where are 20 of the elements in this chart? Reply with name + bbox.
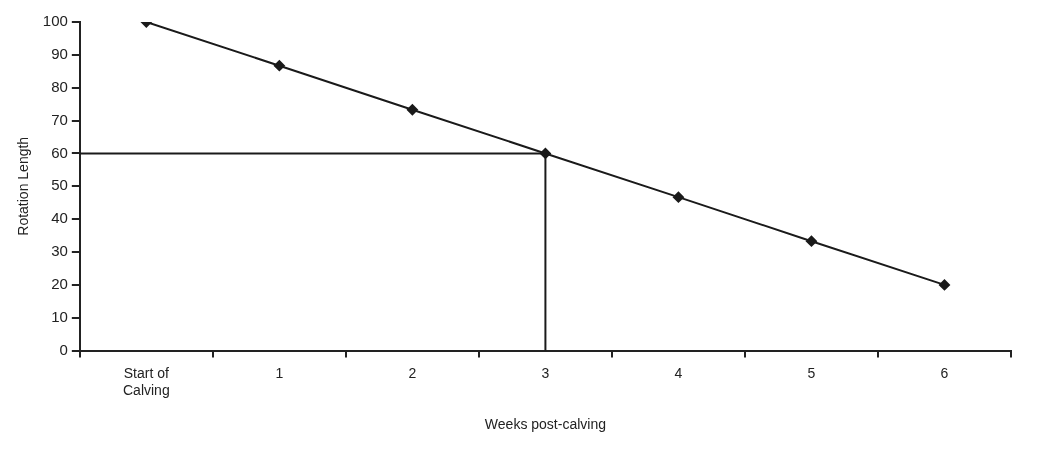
x-tick-label: 1 [275, 364, 284, 381]
y-tick-label: 70 [51, 110, 68, 128]
x-axis-title: Weeks post-calving [484, 416, 606, 433]
y-tick-label: 30 [51, 242, 68, 260]
y-tick-label: 50 [51, 176, 68, 194]
y-axis-title: Rotation Length [15, 136, 32, 236]
y-tick-label: 90 [51, 45, 68, 62]
y-tick-label: 60 [51, 143, 68, 161]
y-tick-label: 0 [59, 340, 68, 358]
x-tick-label: 6 [940, 364, 949, 381]
y-tick-label: 40 [51, 209, 68, 227]
x-tick-label: 5 [807, 364, 816, 381]
x-tick-label: 3 [541, 364, 550, 381]
x-tick-label: 4 [674, 364, 683, 381]
y-tick-label: 10 [51, 307, 68, 325]
y-tick-label: 20 [51, 275, 68, 293]
y-tick-label: 80 [51, 77, 68, 95]
x-tick-label: Start of Calving [122, 364, 170, 398]
x-tick-label: 2 [408, 364, 417, 381]
y-tick-label: 100 [42, 12, 68, 30]
